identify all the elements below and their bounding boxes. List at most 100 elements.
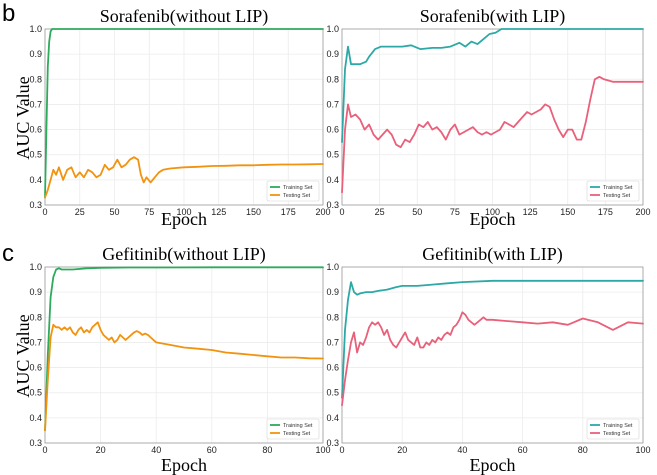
x-tick-label: 80 bbox=[262, 445, 272, 455]
legend-label: Testing Set bbox=[603, 193, 631, 199]
x-tick-label: 20 bbox=[96, 445, 106, 455]
y-tick-label: 0.9 bbox=[29, 49, 42, 59]
x-tick-label: 60 bbox=[518, 445, 528, 455]
x-tick-label: 50 bbox=[109, 207, 119, 217]
y-tick-label: 0.6 bbox=[326, 125, 339, 135]
chart-panel-1: 0 25 50 75 100 125 150 175 200 0.3 0.4 0.5 0.6 0.7 0.8… bbox=[13, 6, 331, 229]
y-tick-label: 0.3 bbox=[29, 438, 42, 448]
x-tick-label: 150 bbox=[246, 207, 261, 217]
x-tick-label: 150 bbox=[560, 207, 575, 217]
y-tick-label: 0.6 bbox=[29, 363, 42, 373]
x-tick-label: 40 bbox=[151, 445, 161, 455]
y-tick-label: 0.4 bbox=[29, 175, 42, 185]
x-axis-label: Epoch bbox=[470, 455, 516, 475]
x-axis-label: Epoch bbox=[470, 209, 516, 229]
legend-label: Testing Set bbox=[603, 431, 631, 437]
x-tick-label: 125 bbox=[523, 207, 538, 217]
y-tick-label: 0.7 bbox=[326, 337, 339, 347]
series-line-testing-set bbox=[44, 321, 324, 432]
series-line-training-set bbox=[341, 28, 644, 144]
x-tick-label: 0 bbox=[42, 207, 47, 217]
y-tick-label: 1.0 bbox=[326, 262, 339, 272]
y-tick-label: 0.4 bbox=[29, 413, 42, 423]
x-tick-label: 25 bbox=[375, 207, 385, 217]
chart-panel-2: 0 25 50 75 100 125 150 175 200 0.3 0.4 0.5 0.6 0.7 0.8… bbox=[326, 6, 650, 229]
x-tick-label: 125 bbox=[211, 207, 226, 217]
y-tick-label: 0.5 bbox=[29, 150, 42, 160]
x-tick-label: 100 bbox=[635, 445, 650, 455]
y-tick-label: 0.5 bbox=[29, 388, 42, 398]
x-tick-label: 25 bbox=[75, 207, 85, 217]
chart-title: Sorafenib(with LIP) bbox=[420, 6, 565, 27]
y-tick-label: 0.5 bbox=[326, 150, 339, 160]
y-tick-label: 0.7 bbox=[29, 337, 42, 347]
y-tick-label: 0.6 bbox=[326, 363, 339, 373]
y-tick-label: 1.0 bbox=[326, 24, 339, 34]
legend-label: Testing Set bbox=[283, 193, 311, 199]
x-axis-label: Epoch bbox=[161, 455, 207, 475]
plot-frame bbox=[341, 266, 644, 444]
legend-box bbox=[266, 180, 320, 202]
x-tick-label: 20 bbox=[397, 445, 407, 455]
y-tick-label: 0.7 bbox=[29, 99, 42, 109]
legend-box bbox=[586, 418, 640, 440]
legend-label: Training Set bbox=[603, 185, 633, 191]
y-tick-label: 0.4 bbox=[326, 413, 339, 423]
series-line-testing-set bbox=[341, 75, 644, 194]
x-tick-label: 60 bbox=[207, 445, 217, 455]
chart-title: Sorafenib(without LIP) bbox=[100, 6, 268, 27]
x-tick-label: 40 bbox=[457, 445, 467, 455]
y-tick-label: 0.6 bbox=[29, 125, 42, 135]
y-tick-label: 0.3 bbox=[326, 200, 339, 210]
series-line-testing-set bbox=[341, 311, 644, 407]
series-line-training-set bbox=[44, 28, 324, 199]
x-tick-label: 80 bbox=[578, 445, 588, 455]
x-tick-label: 0 bbox=[339, 445, 344, 455]
panel-label-c: c bbox=[2, 240, 14, 267]
y-tick-label: 0.3 bbox=[326, 438, 339, 448]
y-tick-label: 0.8 bbox=[29, 312, 42, 322]
y-axis-label: AUC Value bbox=[13, 76, 33, 159]
y-tick-label: 1.0 bbox=[29, 262, 42, 272]
series-line-training-set bbox=[341, 279, 644, 399]
x-tick-label: 75 bbox=[144, 207, 154, 217]
x-axis-label: Epoch bbox=[161, 209, 207, 229]
plot-frame bbox=[341, 28, 644, 206]
chart-panel-4: 0 20 40 60 80 100 0.3 0.4 0.5 0.6 0.7 0.8 0.9 1.0 Gefi… bbox=[326, 244, 650, 475]
y-tick-label: 0.9 bbox=[29, 287, 42, 297]
legend-box bbox=[586, 180, 640, 202]
x-tick-label: 75 bbox=[450, 207, 460, 217]
y-tick-label: 0.4 bbox=[326, 175, 339, 185]
y-tick-label: 0.8 bbox=[326, 74, 339, 84]
legend-label: Training Set bbox=[603, 423, 633, 429]
chart-title: Gefitinib(with LIP) bbox=[422, 244, 562, 265]
panel-label-b: b bbox=[2, 0, 15, 27]
x-tick-label: 200 bbox=[635, 207, 650, 217]
chart-title: Gefitinib(without LIP) bbox=[102, 244, 265, 265]
y-axis-label: AUC Value bbox=[13, 314, 33, 397]
x-tick-label: 100 bbox=[485, 207, 500, 217]
x-tick-label: 100 bbox=[176, 207, 191, 217]
y-tick-label: 0.5 bbox=[326, 388, 339, 398]
y-tick-label: 0.3 bbox=[29, 200, 42, 210]
legend-label: Training Set bbox=[283, 185, 313, 191]
y-tick-label: 0.8 bbox=[29, 74, 42, 84]
series-line-testing-set bbox=[44, 156, 324, 199]
y-tick-label: 0.8 bbox=[326, 312, 339, 322]
legend-box bbox=[266, 418, 320, 440]
legend-label: Testing Set bbox=[283, 431, 311, 437]
x-tick-label: 200 bbox=[315, 207, 330, 217]
plot-frame bbox=[44, 266, 324, 444]
x-tick-label: 175 bbox=[281, 207, 296, 217]
chart-panel-3: 0 20 40 60 80 100 0.3 0.4 0.5 0.6 0.7 0.8 0.9 1.0 Gefi… bbox=[13, 244, 331, 475]
y-tick-label: 0.7 bbox=[326, 99, 339, 109]
x-tick-label: 0 bbox=[339, 207, 344, 217]
y-tick-label: 0.9 bbox=[326, 287, 339, 297]
series-line-training-set bbox=[44, 266, 324, 432]
y-tick-label: 0.9 bbox=[326, 49, 339, 59]
legend-label: Training Set bbox=[283, 423, 313, 429]
x-tick-label: 50 bbox=[412, 207, 422, 217]
y-tick-label: 1.0 bbox=[29, 24, 42, 34]
x-tick-label: 0 bbox=[42, 445, 47, 455]
